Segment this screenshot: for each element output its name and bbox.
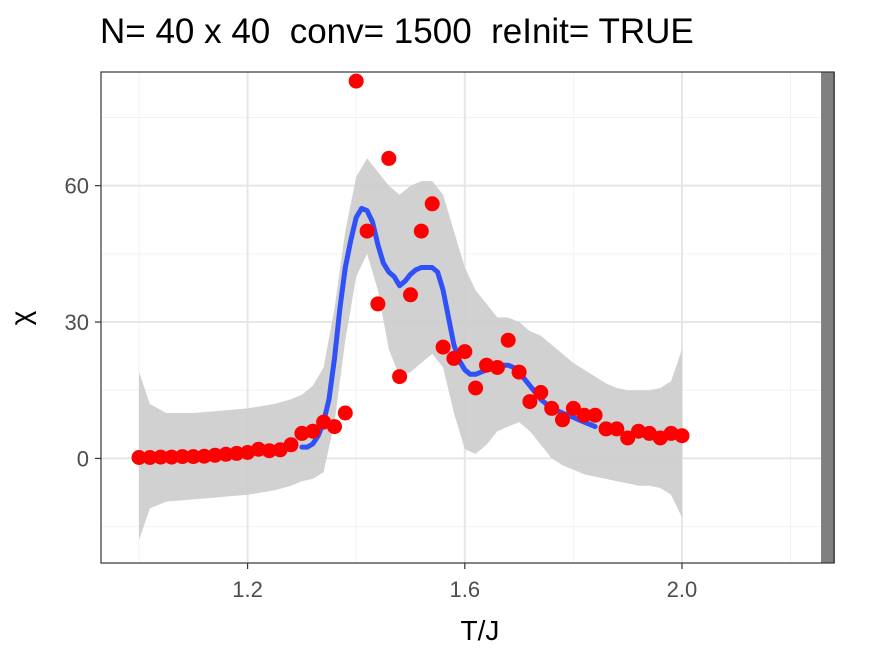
data-point [261,443,277,459]
y-axis-label: χ [5,310,36,325]
data-point [446,350,462,366]
data-point [337,405,353,421]
data-point [348,73,364,89]
data-point [468,380,484,396]
data-point [587,407,603,423]
data-point [218,446,234,462]
data-point [283,437,299,453]
data-point [327,419,342,435]
data-point [392,369,408,385]
data-point [489,360,505,375]
data-point [403,287,418,303]
data-point [555,412,570,428]
data-point [164,449,180,465]
data-point [620,430,636,446]
data-point [533,385,549,400]
data-point [207,447,223,463]
data-point [544,400,560,416]
x-tick-label: 2.0 [667,577,698,602]
y-tick-label: 60 [65,174,89,199]
data-point [565,400,581,416]
x-axis: 1.2 1.6 2.0 [232,563,697,602]
data-point [185,449,201,465]
data-point [424,196,440,212]
x-tick-label: 1.6 [449,577,480,602]
data-point [598,421,614,437]
data-point [359,223,375,239]
x-axis-label: T/J [461,615,500,646]
data-point [609,421,625,437]
chart-title: N= 40 x 40 conv= 1500 reInit= TRUE [100,12,694,51]
data-point [370,296,386,312]
data-point [435,339,451,355]
data-point [413,223,429,239]
data-point [229,445,245,461]
y-tick-label: 0 [77,446,89,471]
data-point [153,449,169,465]
data-point [174,449,190,465]
y-tick-label: 30 [65,310,89,335]
data-point [381,150,397,166]
data-point [576,407,592,423]
x-tick-label: 1.2 [232,577,263,602]
data-points [131,73,690,465]
data-point [457,344,473,360]
data-point [196,448,212,464]
data-point [131,450,147,465]
data-point [305,423,321,439]
y-axis: 0 30 60 [65,174,101,471]
data-point [500,332,516,348]
data-point [511,364,527,380]
data-point [674,428,690,444]
data-point [522,394,538,410]
data-point [142,450,158,465]
plot-panel-border [100,71,835,564]
